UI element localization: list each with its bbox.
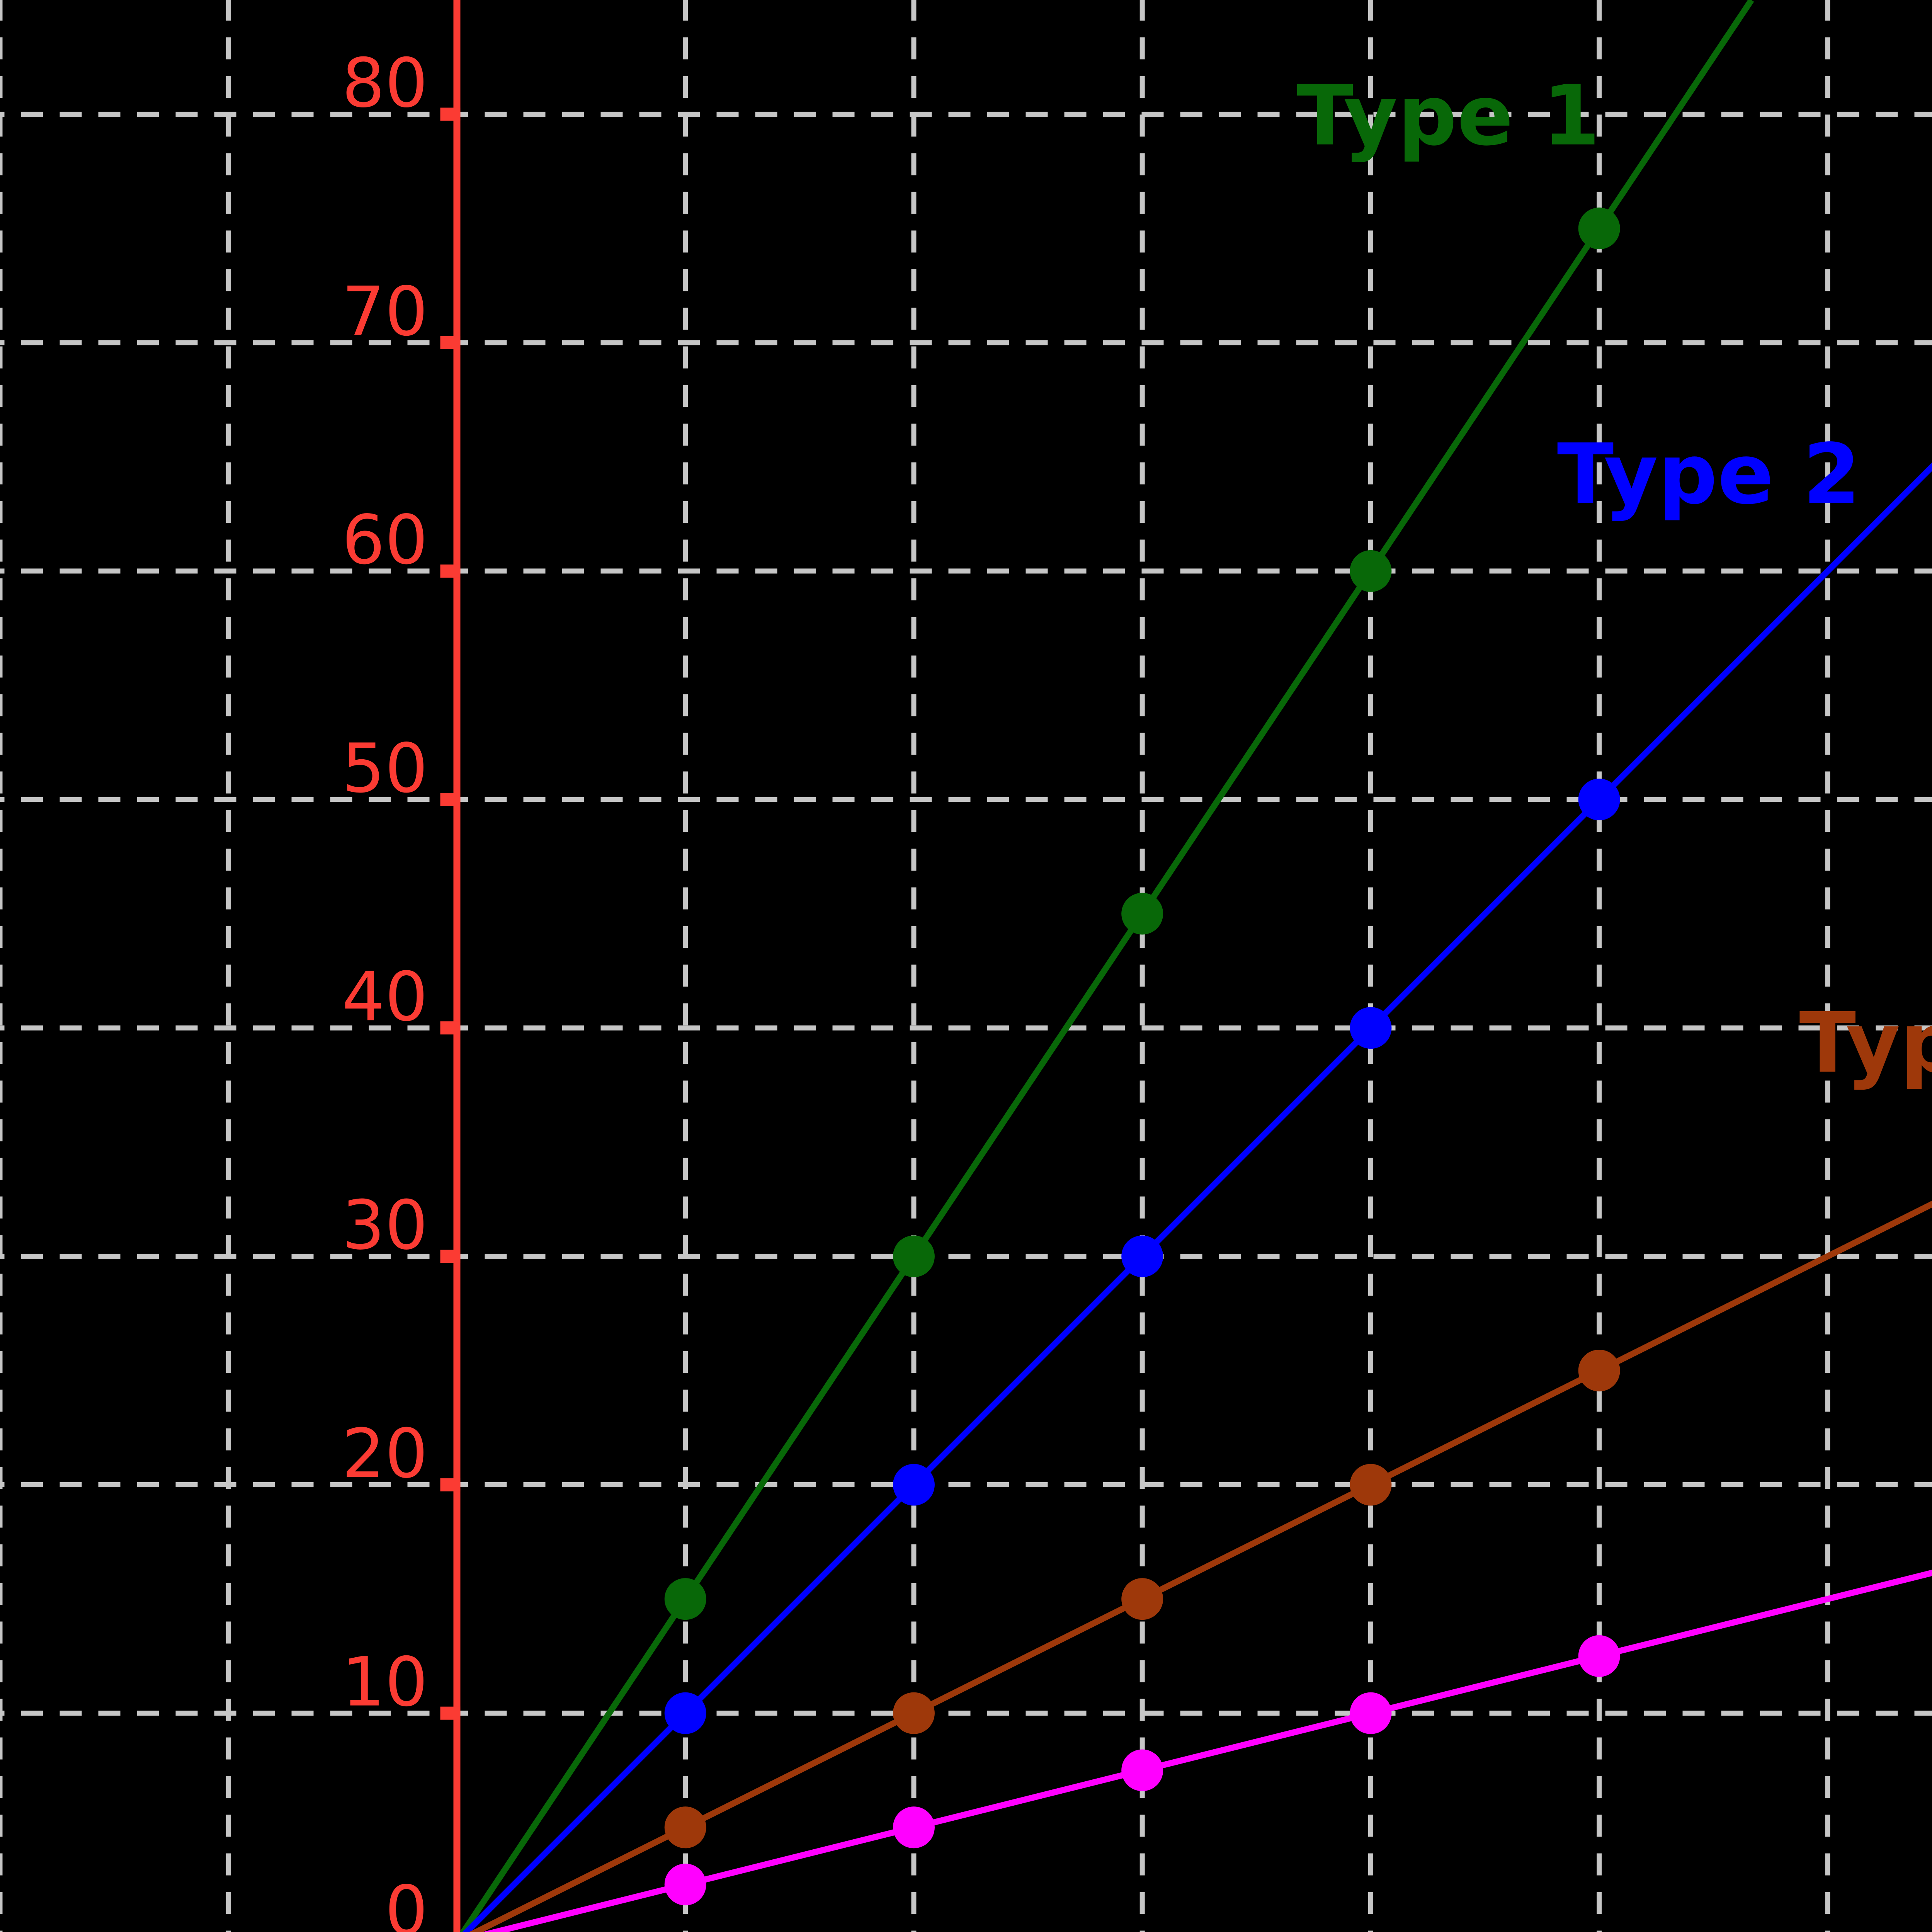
data-point[interactable] [664, 1692, 706, 1734]
y-axis-tick [440, 1478, 461, 1492]
y-axis-number: 70 [342, 273, 428, 351]
data-point[interactable] [1121, 1749, 1163, 1791]
data-point[interactable] [664, 1578, 706, 1620]
data-point[interactable] [1350, 1007, 1392, 1049]
data-point[interactable] [1350, 550, 1392, 592]
data-point[interactable] [664, 1806, 706, 1849]
y-axis-tick [440, 107, 461, 121]
data-point[interactable] [1578, 1635, 1620, 1677]
data-point[interactable] [1578, 207, 1620, 250]
data-point[interactable] [1121, 893, 1163, 935]
series-label: Type 1 [1297, 67, 1600, 164]
data-point[interactable] [1121, 1235, 1163, 1277]
data-point[interactable] [893, 1692, 935, 1734]
series-line-type-1[interactable] [304, 0, 1754, 1932]
series-line-type-3[interactable] [0, 859, 1932, 1932]
series-label: Type 3 [1799, 995, 1932, 1092]
series-label: Type 2 [1557, 426, 1861, 523]
y-axis-number: 60 [342, 501, 428, 580]
series-line-type-4[interactable] [0, 1400, 1932, 1932]
series-line-type-2[interactable] [228, 0, 1932, 1932]
y-axis-tick [440, 1021, 461, 1035]
y-axis-tick [440, 1250, 461, 1263]
data-point[interactable] [893, 1464, 935, 1506]
y-axis-number: 80 [342, 44, 428, 123]
data-point[interactable] [664, 1864, 706, 1906]
y-axis-number: 50 [342, 730, 428, 808]
y-axis-number: 30 [342, 1186, 428, 1265]
y-axis-number: 0 [385, 1872, 428, 1932]
data-point[interactable] [1578, 779, 1620, 821]
point-layer [664, 207, 1620, 1906]
data-point[interactable] [1350, 1692, 1392, 1734]
y-axis-number: 10 [342, 1643, 428, 1722]
y-axis-tick [440, 336, 461, 349]
y-axis-tick [440, 793, 461, 806]
data-point[interactable] [1578, 1349, 1620, 1391]
y-axis-number: 20 [342, 1415, 428, 1493]
y-axis-tick [440, 564, 461, 578]
y-axis-tick [440, 1706, 461, 1720]
data-point[interactable] [1350, 1464, 1392, 1506]
data-point[interactable] [893, 1806, 935, 1849]
y-axis-number: 40 [342, 958, 428, 1036]
data-point[interactable] [893, 1235, 935, 1277]
data-point[interactable] [1121, 1578, 1163, 1620]
